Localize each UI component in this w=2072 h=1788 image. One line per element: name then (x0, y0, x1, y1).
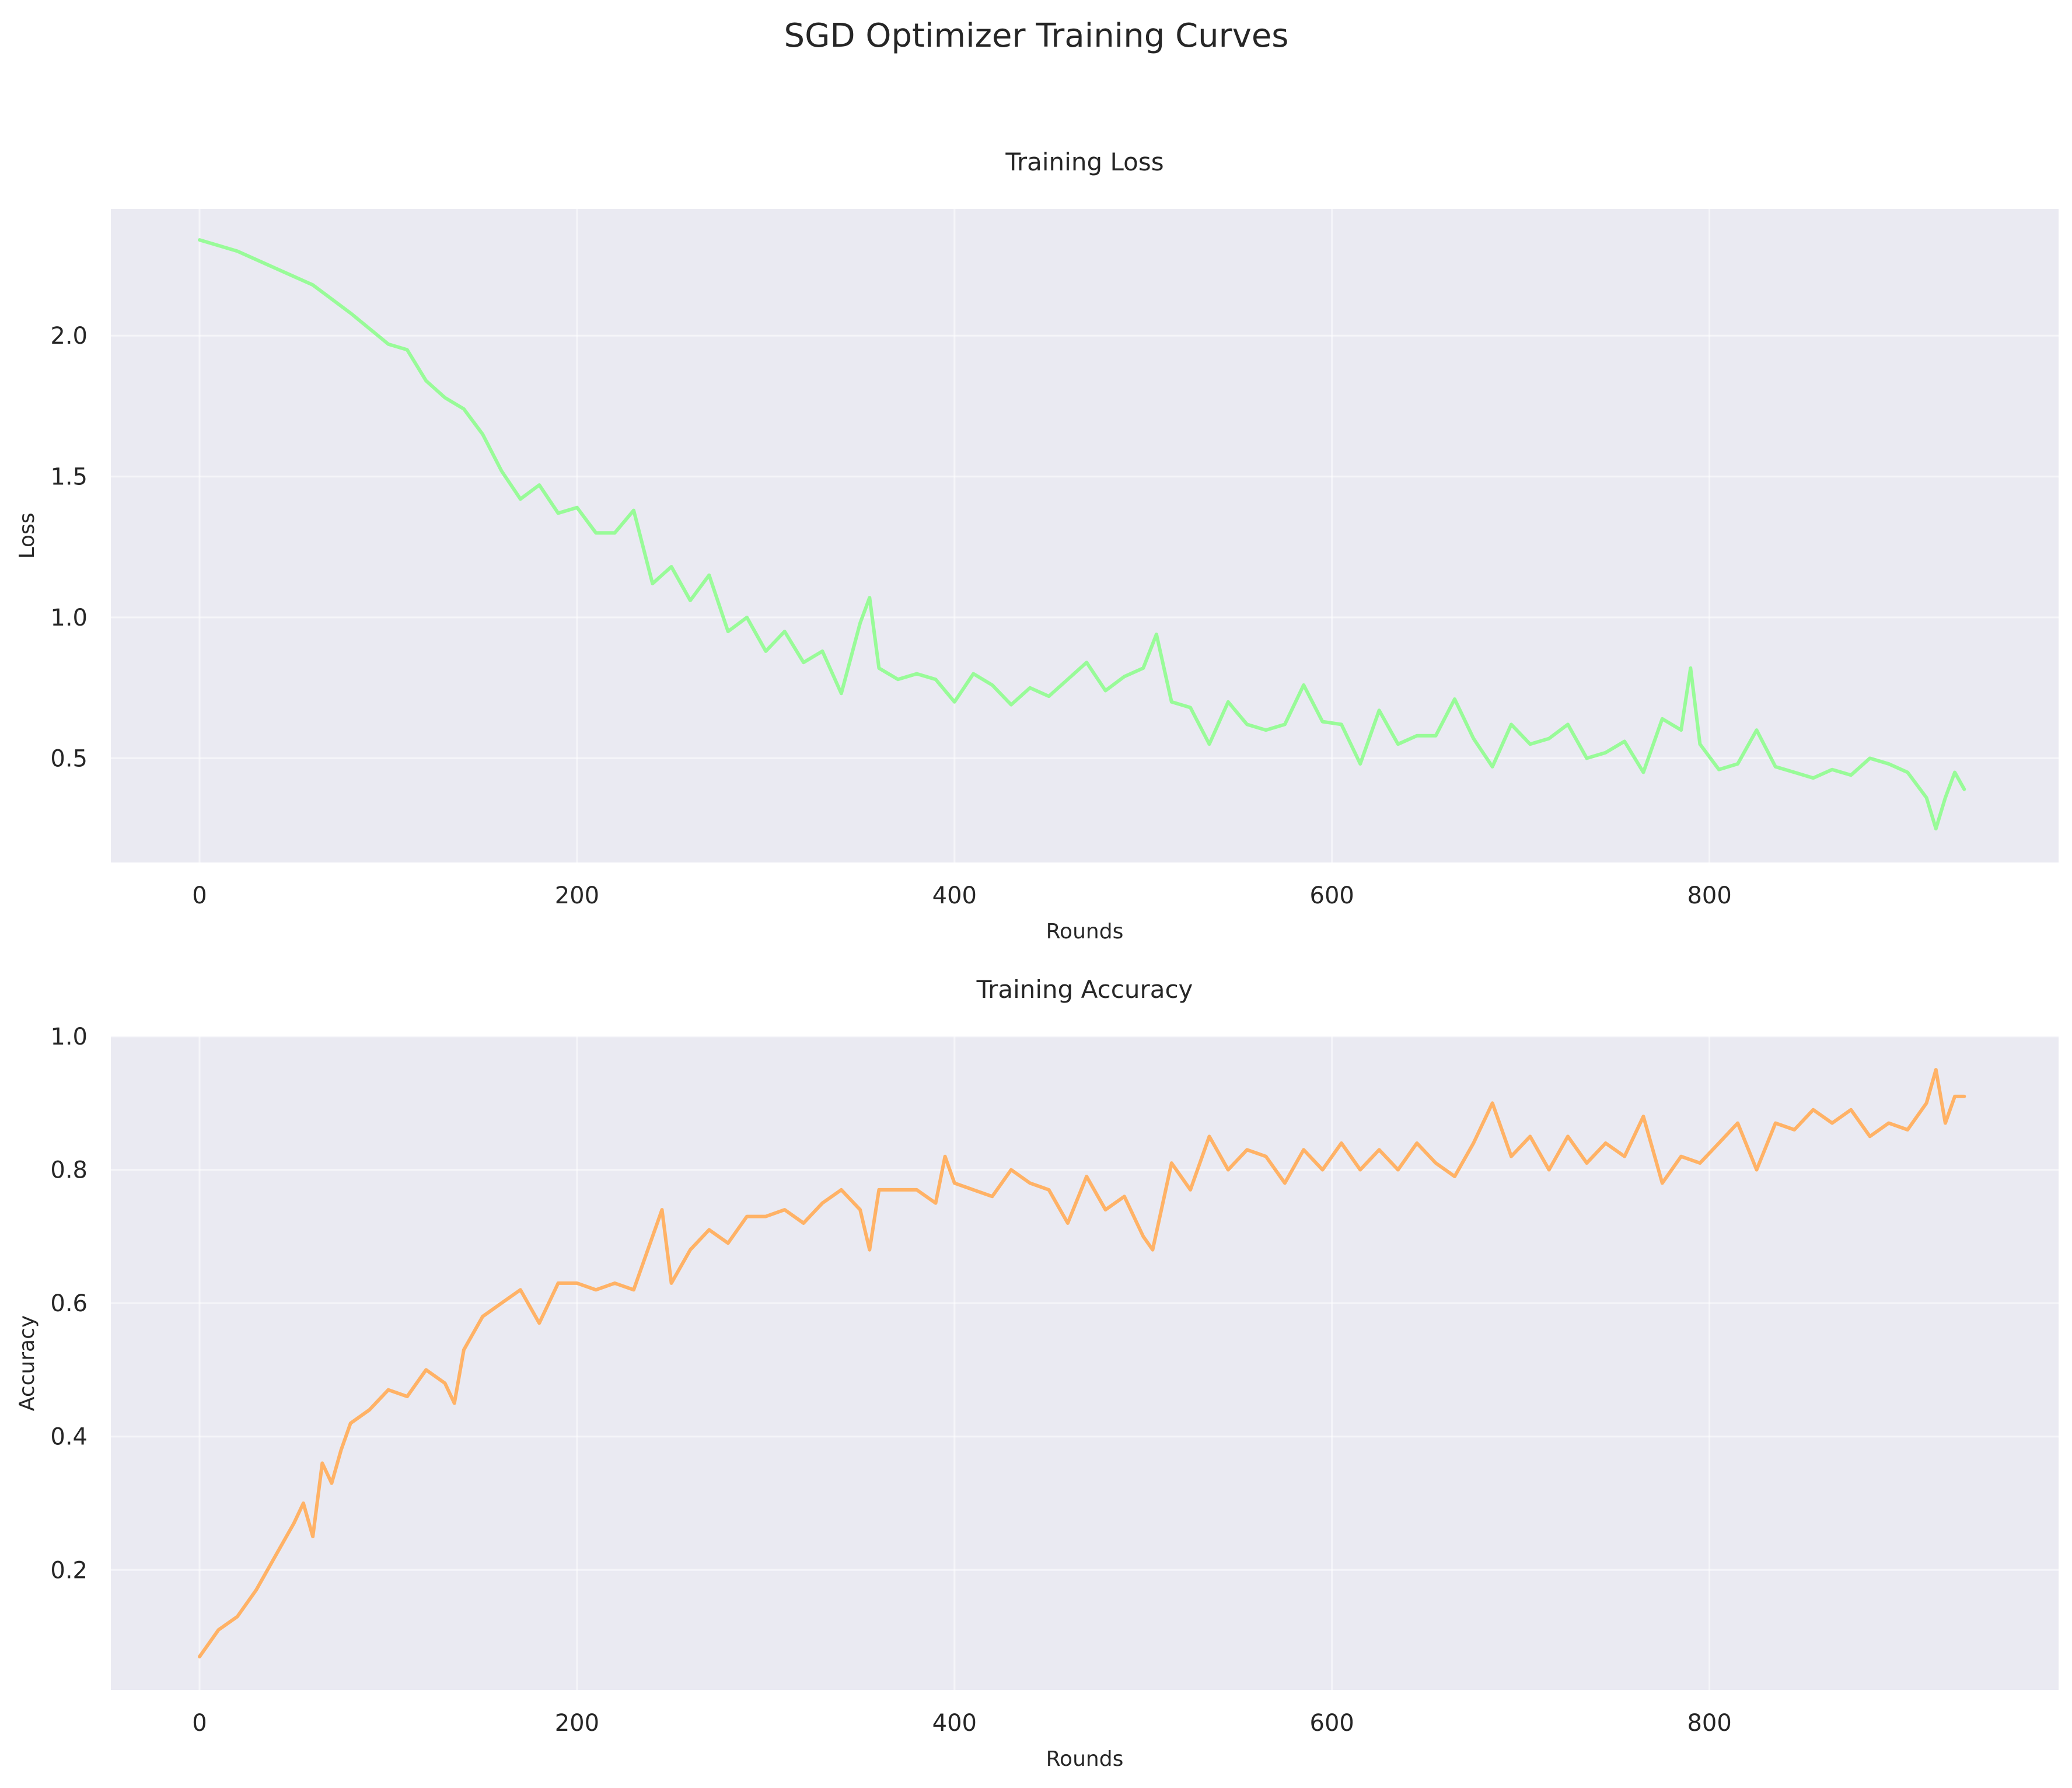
loss-x-tick-label: 400 (932, 882, 977, 909)
accuracy-x-tick-label: 0 (192, 1710, 207, 1737)
loss-x-tick-label: 200 (555, 882, 599, 909)
accuracy-chart-title: Training Accuracy (976, 975, 1193, 1004)
accuracy-chart: 0 200 400 600 800 0.2 0.4 0.6 0.8 1.0 Training Acc… (15, 975, 2059, 1771)
figure-title: SGD Optimizer Training Curves (784, 17, 1289, 55)
loss-chart-title: Training Loss (1005, 148, 1163, 176)
loss-plot-area (111, 209, 2059, 862)
loss-y-tick-label: 0.5 (50, 745, 88, 772)
loss-y-axis-label: Loss (15, 513, 39, 559)
accuracy-series-line (198, 1068, 1966, 1658)
loss-y-tick-label: 1.0 (50, 605, 88, 631)
accuracy-y-tick-label: 1.0 (50, 1024, 88, 1050)
loss-y-tick-label: 2.0 (50, 323, 88, 350)
loss-x-tick-label: 0 (192, 882, 207, 909)
accuracy-y-tick-label: 0.2 (50, 1557, 88, 1584)
accuracy-x-tick-label: 600 (1310, 1710, 1354, 1737)
loss-series-line (198, 238, 1966, 831)
loss-chart: 0 200 400 600 800 0.5 1.0 1.5 2.0 Training Loss Ro… (15, 148, 2059, 944)
accuracy-x-tick-label: 200 (555, 1710, 599, 1737)
accuracy-y-tick-label: 0.8 (50, 1157, 88, 1184)
loss-x-axis-label: Rounds (1046, 920, 1124, 944)
accuracy-x-axis-label: Rounds (1046, 1747, 1124, 1771)
accuracy-y-tick-label: 0.6 (50, 1290, 88, 1317)
accuracy-y-tick-label: 0.4 (50, 1424, 88, 1451)
loss-x-tick-label: 600 (1310, 882, 1354, 909)
accuracy-x-tick-label: 800 (1687, 1710, 1731, 1737)
loss-y-tick-label: 1.5 (50, 464, 88, 491)
accuracy-plot-area (111, 1036, 2059, 1690)
accuracy-y-axis-label: Accuracy (15, 1315, 39, 1411)
accuracy-x-tick-label: 400 (932, 1710, 977, 1737)
loss-x-tick-label: 800 (1687, 882, 1731, 909)
